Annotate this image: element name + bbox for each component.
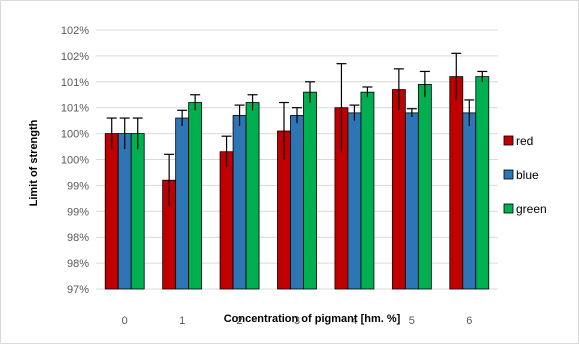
y-tick-label: 98% bbox=[67, 232, 89, 244]
bar-green bbox=[475, 76, 490, 290]
bar-green bbox=[188, 102, 203, 290]
legend: red blue green bbox=[503, 134, 547, 216]
x-tick-label: 0 bbox=[122, 315, 128, 327]
x-tick-label: 2 bbox=[237, 315, 243, 327]
bars bbox=[104, 76, 490, 290]
y-tick-label: 98% bbox=[67, 258, 89, 270]
x-tick-label: 6 bbox=[466, 315, 472, 327]
bar-red bbox=[104, 133, 119, 290]
bar-green bbox=[245, 102, 260, 290]
x-tick-label: 1 bbox=[179, 315, 185, 327]
y-tick-label: 99% bbox=[67, 206, 89, 218]
bar-green bbox=[130, 133, 145, 290]
x-tick-label: 5 bbox=[409, 315, 415, 327]
legend-swatch-green bbox=[503, 203, 514, 214]
y-tick-label: 101% bbox=[61, 77, 89, 89]
y-tick-label: 97% bbox=[67, 284, 89, 296]
x-tick-label: 4 bbox=[351, 315, 357, 327]
bar-blue bbox=[462, 112, 477, 290]
x-tick-label: 3 bbox=[294, 315, 300, 327]
y-tick-label: 99% bbox=[67, 180, 89, 192]
bar-blue bbox=[232, 115, 247, 290]
bar-blue bbox=[175, 117, 190, 290]
legend-label-red: red bbox=[516, 134, 533, 148]
y-axis-title: Limit of strength bbox=[28, 119, 40, 206]
legend-swatch-red bbox=[503, 135, 514, 146]
bar-blue bbox=[404, 112, 419, 290]
bar-red bbox=[449, 76, 464, 290]
y-tick-label: 100% bbox=[61, 129, 89, 141]
y-tick-label: 102% bbox=[61, 25, 89, 37]
bar-red bbox=[391, 89, 406, 290]
legend-swatch-blue bbox=[503, 169, 514, 180]
tick-labels: 97% 98% 98% 99% 99% 100% 100% 101% 101% 102% 102% 0… bbox=[61, 25, 472, 327]
bar-green bbox=[303, 91, 317, 290]
bar-red bbox=[219, 151, 234, 290]
y-tick-label: 100% bbox=[61, 155, 89, 167]
bar-green bbox=[360, 91, 375, 290]
y-tick-label: 101% bbox=[61, 103, 89, 115]
bar-blue bbox=[117, 133, 132, 290]
bar-green bbox=[417, 83, 432, 290]
legend-label-blue: blue bbox=[516, 168, 539, 182]
x-axis-title: Concentration of pigmant [hm. %] bbox=[224, 313, 401, 325]
bar-blue bbox=[290, 115, 304, 290]
y-tick-label: 102% bbox=[61, 51, 89, 63]
bar-blue bbox=[347, 112, 362, 290]
legend-label-green: green bbox=[516, 202, 547, 216]
error-bars bbox=[106, 52, 488, 207]
